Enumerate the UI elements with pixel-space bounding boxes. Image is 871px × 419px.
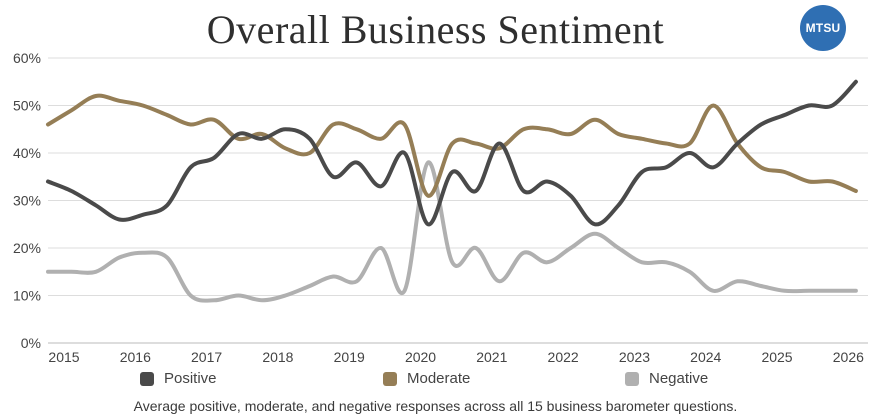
x-axis-ticks: 2015 2016 2017 2018 2019 2020 2021 2022 2023 2024… <box>48 349 864 365</box>
legend: Positive Moderate Negative <box>0 370 871 390</box>
y-tick-label: 20% <box>13 240 41 256</box>
chart-footnote: Average positive, moderate, and negative… <box>133 398 738 414</box>
legend-swatch-positive <box>140 371 154 386</box>
grid-lines <box>48 57 868 296</box>
series-line-moderate <box>46 93 858 198</box>
x-tick-label: 2024 <box>690 349 721 365</box>
chart-title: Overall Business Sentiment <box>206 7 665 52</box>
legend-item-negative: Negative <box>625 370 708 387</box>
x-tick-label: 2021 <box>476 349 507 365</box>
x-tick-label: 2019 <box>334 349 365 365</box>
series-line-negative <box>46 160 858 303</box>
series-line-positive <box>46 79 858 227</box>
series-lines <box>46 79 858 303</box>
y-tick-label: 60% <box>13 50 41 66</box>
x-tick-label: 2026 <box>833 349 864 365</box>
x-tick-label: 2016 <box>120 349 151 365</box>
x-tick-label: 2018 <box>262 349 293 365</box>
x-tick-label: 2025 <box>761 349 792 365</box>
legend-item-positive: Positive <box>140 370 217 387</box>
y-tick-label: 40% <box>13 145 41 161</box>
legend-label-positive: Positive <box>164 370 217 387</box>
mtsu-logo: MTSU <box>800 5 846 51</box>
x-tick-label: 2022 <box>548 349 579 365</box>
y-axis-ticks: 0% 10% 20% 30% 40% 50% 60% <box>13 50 41 351</box>
logo-text: MTSU <box>805 21 841 35</box>
legend-label-negative: Negative <box>649 370 709 387</box>
legend-label-moderate: Moderate <box>407 370 471 387</box>
y-tick-label: 50% <box>13 98 41 114</box>
y-tick-label: 30% <box>13 193 41 209</box>
x-tick-label: 2015 <box>48 349 79 365</box>
y-tick-label: 0% <box>21 335 41 351</box>
legend-swatch-moderate <box>383 371 397 386</box>
legend-item-moderate: Moderate <box>383 370 470 387</box>
x-tick-label: 2023 <box>619 349 650 365</box>
y-tick-label: 10% <box>13 288 41 304</box>
legend-swatch-negative <box>625 371 639 386</box>
x-tick-label: 2020 <box>405 349 436 365</box>
x-tick-label: 2017 <box>191 349 222 365</box>
